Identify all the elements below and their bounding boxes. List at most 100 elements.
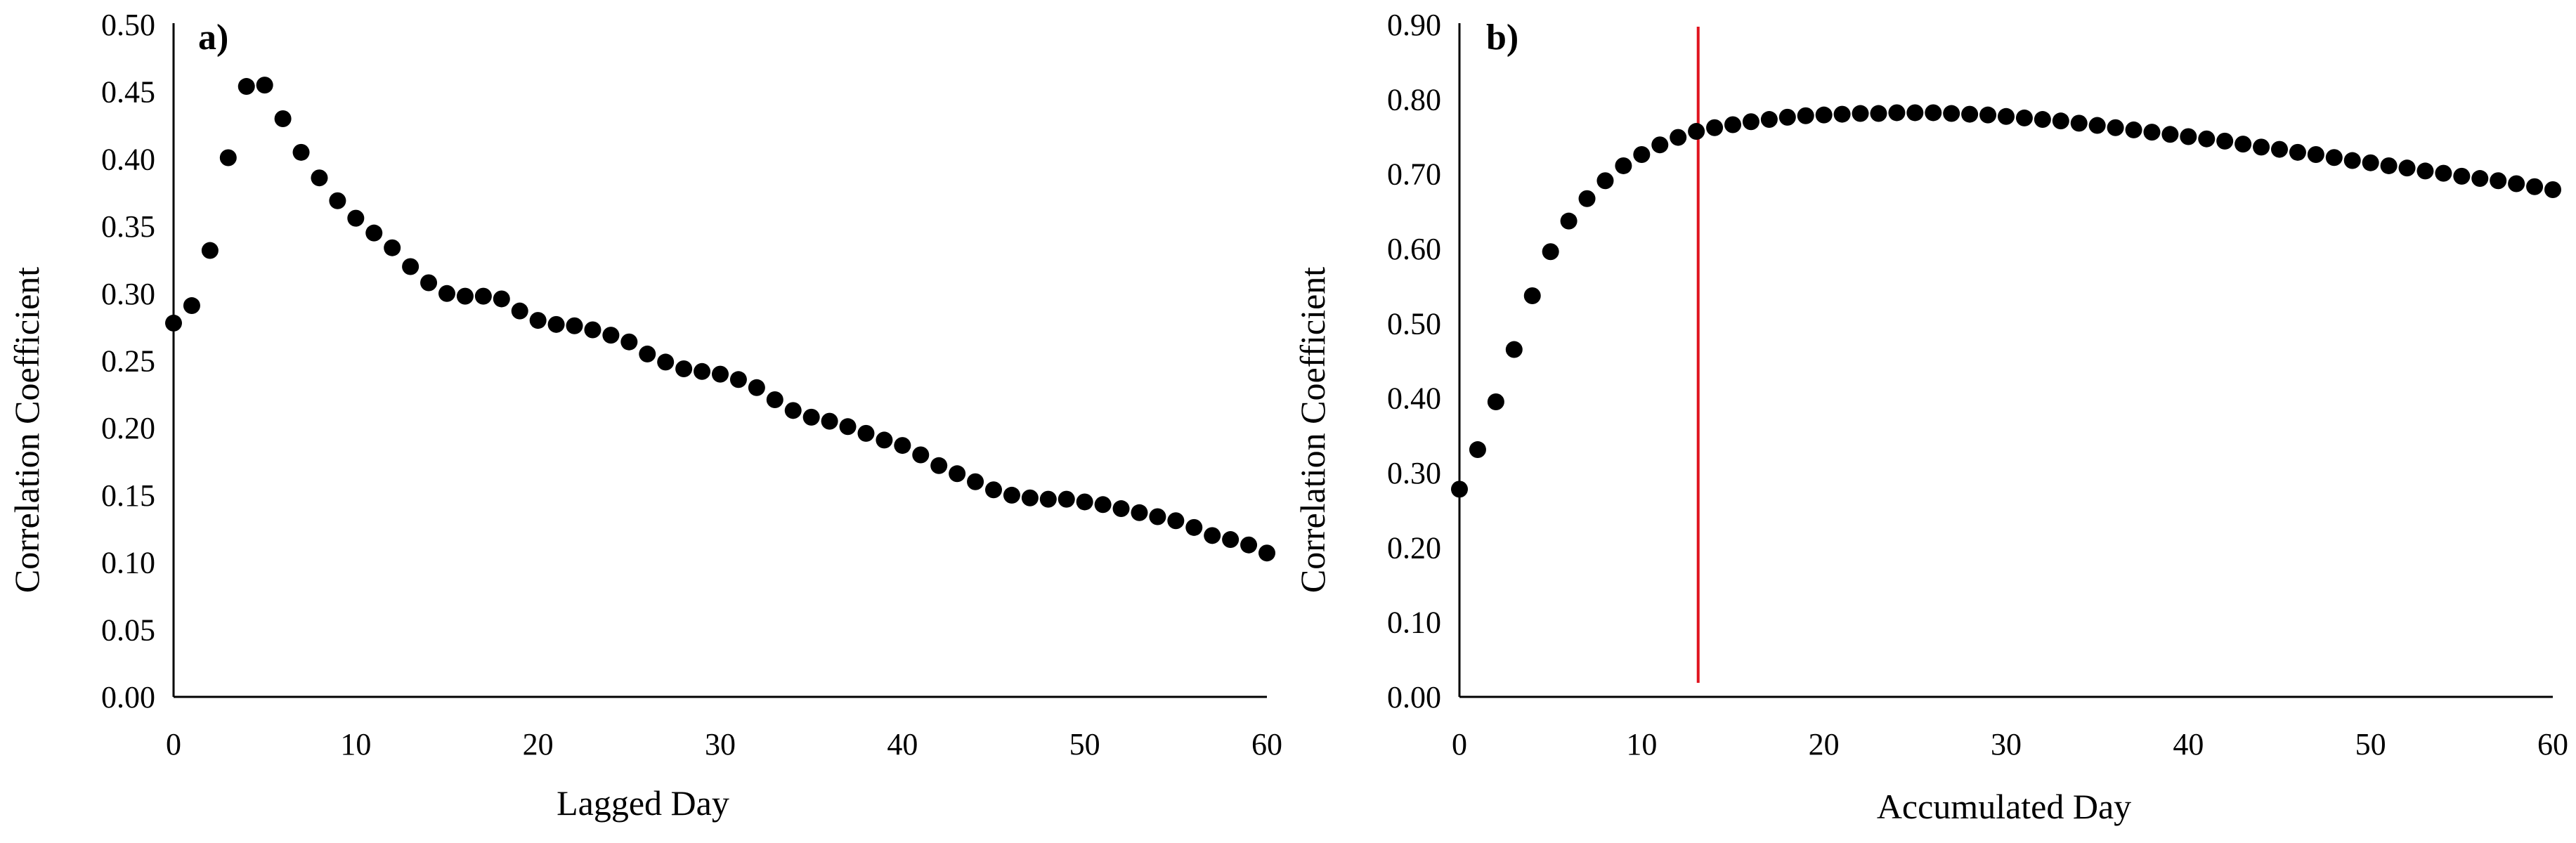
- panel-b-point: [2398, 159, 2416, 177]
- panel-a-point: [894, 437, 911, 455]
- panel-a-point: [1204, 527, 1221, 544]
- panel-b-point: [2526, 178, 2544, 195]
- panel-b-y-tick-label: 0.00: [1387, 680, 1441, 714]
- panel-b-point: [2180, 128, 2197, 145]
- panel-a-x-tick-label: 60: [1251, 727, 1282, 762]
- panel-b-point: [1451, 481, 1468, 498]
- panel-b-point: [2435, 164, 2452, 182]
- panel-b-point: [1998, 107, 2015, 125]
- panel-a-y-tick-label: 0.05: [101, 613, 155, 647]
- panel-a-point: [311, 169, 328, 187]
- panel-b-point: [2362, 154, 2379, 171]
- panel-b-point: [1560, 212, 1578, 230]
- panel-b-point: [1852, 105, 1869, 122]
- panel-b-point: [2325, 149, 2343, 166]
- panel-a: a) Correlation Coefficient Lagged Day 0.…: [7, 8, 1282, 823]
- panel-a-point: [766, 391, 783, 409]
- panel-a-point: [985, 481, 1002, 499]
- panel-b-point: [2216, 132, 2234, 150]
- panel-a-point: [292, 143, 310, 161]
- panel-a-xlabel: Lagged Day: [557, 783, 729, 823]
- panel-a-point: [876, 431, 893, 449]
- panel-a-point: [657, 353, 675, 371]
- panel-b-point: [2343, 152, 2361, 169]
- panel-b-point: [1469, 441, 1486, 459]
- panel-b-point: [1979, 106, 1997, 124]
- panel-a-point: [821, 412, 838, 430]
- panel-b-point: [1596, 172, 1614, 190]
- panel-b-y-tick-label: 0.40: [1387, 381, 1441, 416]
- panel-b-y-tick-label: 0.10: [1387, 606, 1441, 640]
- panel-b-point: [1542, 243, 1559, 261]
- panel-b-point: [2453, 167, 2471, 185]
- panel-a-point: [930, 457, 948, 474]
- panel-b-y-tick-label: 0.80: [1387, 82, 1441, 117]
- panel-a-x-tick-label: 20: [523, 727, 554, 762]
- panel-a-point: [712, 365, 729, 383]
- panel-b-point: [1724, 116, 1741, 133]
- panel-b-point: [1505, 341, 1523, 358]
- panel-b-x-tick-label: 50: [2355, 727, 2386, 762]
- panel-a-y-tick-label: 0.00: [101, 680, 155, 714]
- panel-b-point: [2544, 181, 2561, 198]
- panel-b-point: [1651, 136, 1669, 154]
- panel-b-point: [2253, 138, 2270, 156]
- panel-a-x-tick-label: 10: [340, 727, 371, 762]
- panel-b-point: [2143, 124, 2161, 141]
- panel-a-point: [584, 321, 601, 339]
- panel-a-tag: a): [198, 18, 228, 58]
- panel-b-point: [2070, 115, 2088, 132]
- panel-a-point: [384, 239, 401, 256]
- panel-b-point: [1925, 104, 1942, 122]
- panel-b-point: [1760, 111, 1778, 129]
- panel-b-point: [2125, 121, 2142, 138]
- panel-a-point: [256, 77, 273, 94]
- panel-b-point: [1906, 104, 1924, 122]
- panel-a-point: [219, 149, 237, 166]
- panel-a-point: [912, 446, 930, 464]
- panel-a-point: [566, 317, 583, 334]
- panel-a-point: [802, 408, 820, 426]
- panel-a-point: [1149, 508, 1166, 525]
- panel-b-point: [2416, 162, 2434, 180]
- panel-b-point: [1833, 105, 1851, 123]
- panel-b-point: [1870, 105, 1887, 122]
- panel-b-x-tick-label: 0: [1452, 727, 1467, 762]
- panel-b-point: [1778, 108, 1796, 126]
- panel-a-y-tick-label: 0.25: [101, 344, 155, 379]
- panel-b-y-tick-label: 0.50: [1387, 306, 1441, 341]
- panel-b-point: [2508, 175, 2525, 192]
- panel-b-x-tick-label: 10: [1626, 727, 1657, 762]
- panel-b-point: [2307, 146, 2324, 164]
- panel-a-point: [675, 360, 693, 377]
- panel-b-point: [2161, 126, 2179, 143]
- panel-b-x-tick-label: 60: [2537, 727, 2568, 762]
- panel-b-y-tick-label: 0.30: [1387, 456, 1441, 490]
- panel-b-x-tick-label: 20: [1809, 727, 1840, 762]
- panel-a-point: [620, 333, 638, 351]
- panel-b-point: [1688, 123, 1705, 140]
- panel-b-y-tick-label: 0.20: [1387, 530, 1441, 565]
- panel-a-x-tick-label: 40: [887, 727, 918, 762]
- panel-a-ylabel: Correlation Coefficient: [7, 267, 46, 593]
- panel-b-point: [1633, 146, 1651, 164]
- panel-b-y-tick-label: 0.90: [1387, 8, 1441, 42]
- panel-a-point: [1167, 512, 1185, 530]
- panel-a-point: [602, 327, 620, 344]
- panel-b-point: [2052, 112, 2069, 130]
- panel-a-point: [784, 402, 802, 419]
- panel-b-point: [1961, 105, 1979, 123]
- panel-a-point: [438, 285, 455, 302]
- panel-a-y-tick-label: 0.20: [101, 411, 155, 445]
- panel-a-y-tick-label: 0.10: [101, 546, 155, 580]
- panel-a-x-tick-label: 50: [1069, 727, 1100, 762]
- panel-b-point: [2235, 136, 2252, 153]
- panel-b-y-tick-label: 0.70: [1387, 157, 1441, 192]
- panel-a-point: [1131, 504, 1148, 521]
- panel-a-point: [365, 224, 383, 242]
- panel-a-point: [1185, 518, 1203, 536]
- panel-b-y-tick-label: 0.60: [1387, 232, 1441, 266]
- panel-b-point: [1670, 129, 1687, 146]
- panel-b-ylabel: Correlation Coefficient: [1293, 267, 1332, 593]
